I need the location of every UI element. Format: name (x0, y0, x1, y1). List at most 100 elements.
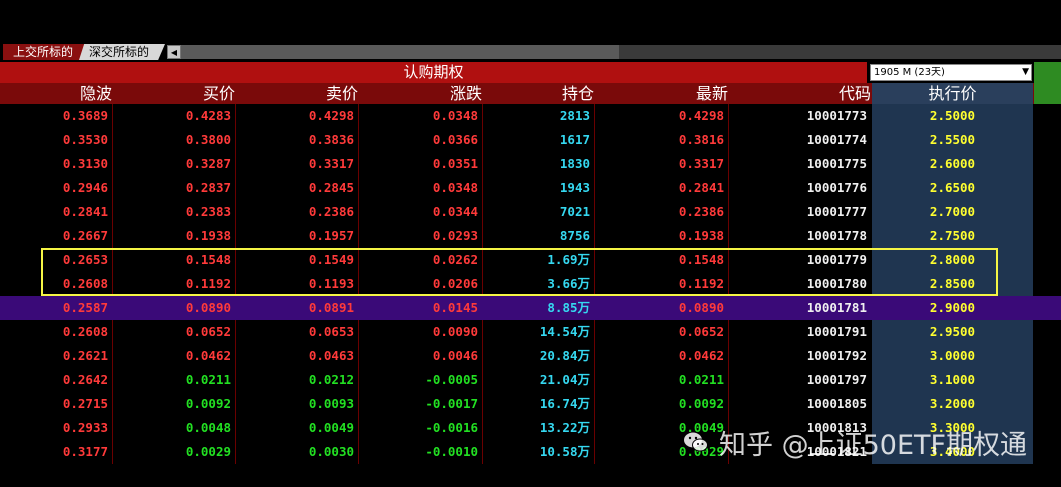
table-row[interactable]: 0.2621 0.0462 0.0463 0.0046 20.84万 0.0462 1000… (0, 344, 1061, 368)
highlight-box (41, 248, 998, 296)
scrollbar-track (619, 45, 1061, 59)
table-row[interactable]: 0.2946 0.2837 0.2845 0.0348 1943 0.2841 100017… (0, 176, 1061, 200)
cell-last: 0.1192 (678, 276, 724, 291)
cell-last: 0.3816 (678, 132, 724, 147)
cell-ask: 0.0093 (308, 396, 354, 411)
cell-strike: 3.4000 (929, 444, 976, 459)
cell-strike: 3.3000 (929, 420, 976, 435)
side-panel-edge (1034, 83, 1061, 104)
cell-bid: 0.0652 (185, 324, 231, 339)
cell-ask: 0.1549 (308, 252, 354, 267)
cell-last: 0.2386 (678, 204, 724, 219)
column-header-ask[interactable]: 卖价 (325, 84, 358, 103)
cell-change: 0.0344 (432, 204, 478, 219)
cell-last: 0.0652 (678, 324, 724, 339)
cell-strike: 2.8000 (929, 252, 976, 267)
cell-change: -0.0016 (425, 420, 478, 435)
cell-last: 0.2841 (678, 180, 724, 195)
expiry-select-value: 1905 M (23天) (874, 67, 945, 78)
cell-ask: 0.1957 (308, 228, 354, 243)
table-row[interactable]: 0.2587 0.0890 0.0891 0.0145 8.85万 0.0890 10001… (0, 296, 1061, 320)
column-header-bid[interactable]: 买价 (202, 84, 235, 103)
table-row[interactable]: 0.2653 0.1548 0.1549 0.0262 1.69万 0.1548 10001… (0, 248, 1061, 272)
page-title: 认购期权 (0, 62, 867, 83)
cell-change: -0.0017 (425, 396, 478, 411)
cell-strike: 2.5000 (929, 108, 976, 123)
cell-strike: 2.6000 (929, 156, 976, 171)
cell-code: 10001778 (806, 228, 867, 243)
cell-open-interest: 1943 (559, 180, 590, 195)
cell-iv: 0.2667 (62, 228, 108, 243)
cell-open-interest: 7021 (559, 204, 590, 219)
cell-open-interest: 16.74万 (539, 396, 590, 411)
table-row[interactable]: 0.3177 0.0029 0.0030 -0.0010 10.58万 0.0029 100… (0, 440, 1061, 464)
cell-code: 10001773 (806, 108, 867, 123)
cell-ask: 0.0030 (308, 444, 354, 459)
cell-bid: 0.0048 (185, 420, 231, 435)
table-row[interactable]: 0.2642 0.0211 0.0212 -0.0005 21.04万 0.0211 100… (0, 368, 1061, 392)
cell-strike: 2.7000 (929, 204, 976, 219)
cell-last: 0.1938 (678, 228, 724, 243)
scroll-left-icon[interactable]: ◀ (167, 45, 181, 59)
column-divider (728, 104, 729, 464)
table-row[interactable]: 0.2715 0.0092 0.0093 -0.0017 16.74万 0.0092 100… (0, 392, 1061, 416)
cell-bid: 0.0029 (185, 444, 231, 459)
chevron-down-icon: ▼ (1022, 67, 1029, 77)
table-row[interactable]: 0.3130 0.3287 0.3317 0.0351 1830 0.3317 100017… (0, 152, 1061, 176)
cell-iv: 0.2621 (62, 348, 108, 363)
cell-code: 10001777 (806, 204, 867, 219)
horizontal-scrollbar[interactable] (181, 45, 619, 59)
cell-code: 10001813 (806, 420, 867, 435)
cell-last: 0.0211 (678, 372, 724, 387)
column-header-strike[interactable]: 执行价 (928, 84, 977, 103)
column-header-open-interest[interactable]: 持仓 (561, 84, 594, 103)
table-row[interactable]: 0.2608 0.1192 0.1193 0.0206 3.66万 0.1192 10001… (0, 272, 1061, 296)
cell-bid: 0.2383 (185, 204, 231, 219)
watermark-text: 知乎 @上证50ETF期权通 (719, 429, 1028, 461)
cell-change: 0.0293 (432, 228, 478, 243)
cell-strike: 2.5500 (929, 132, 976, 147)
table-row[interactable]: 0.2841 0.2383 0.2386 0.0344 7021 0.2386 100017… (0, 200, 1061, 224)
column-header-code[interactable]: 代码 (838, 84, 871, 103)
column-header-iv[interactable]: 隐波 (79, 84, 112, 103)
table-row[interactable]: 0.3530 0.3800 0.3836 0.0366 1617 0.3816 100017… (0, 128, 1061, 152)
cell-code: 10001781 (806, 300, 867, 315)
tab-shanghai[interactable]: 上交所标的 (3, 44, 91, 60)
column-divider (235, 104, 236, 464)
cell-bid: 0.1548 (185, 252, 231, 267)
cell-open-interest: 1.69万 (547, 252, 590, 267)
cell-bid: 0.0462 (185, 348, 231, 363)
table-row[interactable]: 0.2667 0.1938 0.1957 0.0293 8756 0.1938 100017… (0, 224, 1061, 248)
cell-strike: 2.9000 (929, 300, 976, 315)
cell-ask: 0.2845 (308, 180, 354, 195)
column-divider (594, 104, 595, 464)
cell-change: 0.0366 (432, 132, 478, 147)
cell-code: 10001774 (806, 132, 867, 147)
cell-open-interest: 10.58万 (539, 444, 590, 459)
column-header-change[interactable]: 涨跌 (449, 84, 482, 103)
table-row[interactable]: 0.2933 0.0048 0.0049 -0.0016 13.22万 0.0049 100… (0, 416, 1061, 440)
cell-last: 0.0092 (678, 396, 724, 411)
cell-iv: 0.2653 (62, 252, 108, 267)
cell-code: 10001779 (806, 252, 867, 267)
table-header: 隐波 买价 卖价 涨跌 持仓 最新 代码 执行价 (0, 83, 1061, 104)
cell-last: 0.1548 (678, 252, 724, 267)
cell-change: 0.0090 (432, 324, 478, 339)
cell-open-interest: 8756 (559, 228, 590, 243)
table-row[interactable]: 0.2608 0.0652 0.0653 0.0090 14.54万 0.0652 1000… (0, 320, 1061, 344)
table-row[interactable]: 0.3689 0.4283 0.4298 0.0348 2813 0.4298 100017… (0, 104, 1061, 128)
cell-last: 0.0029 (678, 444, 724, 459)
tab-shenzhen[interactable]: 深交所标的 (79, 44, 165, 60)
column-header-last[interactable]: 最新 (695, 84, 728, 103)
cell-change: -0.0005 (425, 372, 478, 387)
cell-change: -0.0010 (425, 444, 478, 459)
cell-code: 10001780 (806, 276, 867, 291)
cell-change: 0.0046 (432, 348, 478, 363)
cell-iv: 0.3177 (62, 444, 108, 459)
cell-bid: 0.0890 (185, 300, 231, 315)
divider (867, 62, 870, 83)
cell-change: 0.0351 (432, 156, 478, 171)
expiry-select[interactable]: 1905 M (23天) ▼ (870, 64, 1032, 81)
cell-strike: 2.9500 (929, 324, 976, 339)
title-bar: 认购期权 1905 M (23天) ▼ (0, 62, 1061, 83)
